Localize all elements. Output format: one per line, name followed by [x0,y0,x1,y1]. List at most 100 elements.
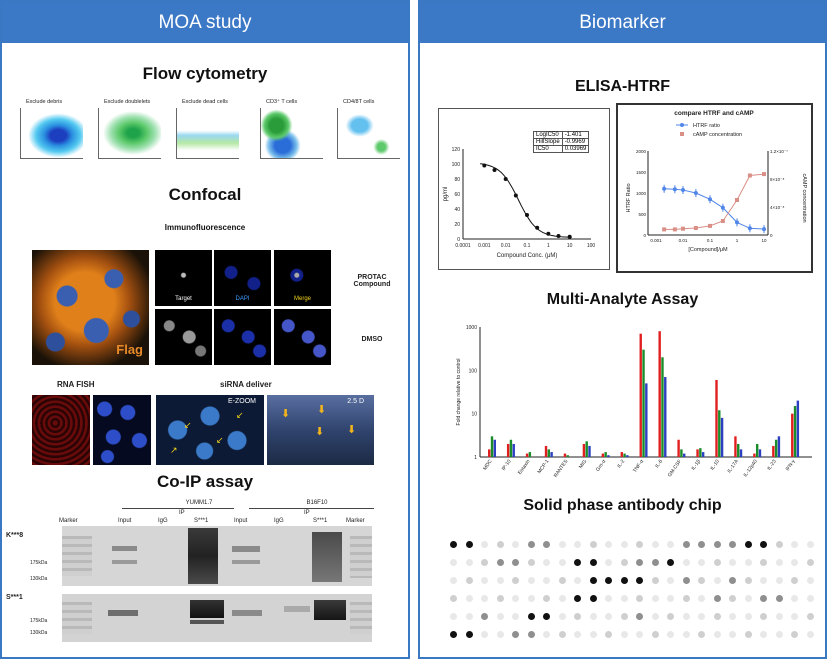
chip-spot [481,631,488,638]
chip-spot [667,577,674,584]
y-tick-label: 10 [471,412,477,418]
analyte-bar [626,455,629,457]
chip-spot [682,595,690,602]
chip-spot [667,613,674,620]
camp-point [747,173,752,178]
x-tick-label: 0.1 [524,243,531,249]
htrf-point [662,186,667,191]
chip-spot [806,577,814,584]
chip-spot [574,541,581,548]
chip-spot [760,541,767,548]
flow-plot [98,108,161,159]
chip-spot [760,559,767,566]
analyte-bar [588,445,591,457]
biomarker-panel: Biomarker ELISA-HTRF 120 100 80 60 40 20 0 0.00… [418,0,827,659]
ic50-table: LogIC50 -1.401 HillSlope -0.9969 IC50 0.039… [533,131,590,153]
analyte-bar [604,452,607,457]
down-arrow-icon: ⬇ [315,426,325,438]
chip-spot [605,613,612,620]
chip-spot [558,595,566,602]
htrf-point [693,191,698,195]
analyte-bar [753,453,756,457]
b16-label: B16F10 [306,500,328,506]
ezoom-label: E-ZOOM [228,398,256,405]
analyte-label: Gro-α [595,459,607,473]
htrf-point [672,187,677,192]
chip-spot [620,577,628,584]
chip-spot [496,595,504,602]
chip-spot [496,541,504,548]
analyte-bar [793,406,797,457]
chip-spot [636,595,643,602]
analyte-label: IL-12p40 [743,459,759,479]
y-tick-label: 120 [452,147,461,153]
chip-spot [620,559,628,566]
chip-spot [744,559,752,566]
multi-analyte-title: Multi-Analyte Assay [546,291,699,308]
analyte-label: GM-CSF [667,459,683,479]
chip-spot [558,577,566,584]
chip-spot [729,541,736,548]
analyte-bar [607,455,610,457]
analyte-bar [715,379,718,457]
y-tick-label: 0 [643,233,646,238]
chip-spot [729,577,736,584]
view-2-5d-label: 2.5 D [347,398,364,405]
analyte-bar [755,443,759,457]
chip-spot [574,559,581,566]
analyte-bar [796,400,800,457]
analyte-label: IL-2 [616,459,626,470]
chip-spot [713,595,721,602]
chip-spot [744,577,752,584]
x-tick-label: 1 [547,243,550,249]
view-2-5d-image: 2.5 D ⬇ ⬇ ⬇ ⬇ [267,395,374,465]
rna-fish-label: RNA FISH [57,380,95,389]
htrf-point [708,197,712,202]
chip-spot [620,541,628,548]
analyte-bar [791,413,794,457]
ip-label-2: IP [304,510,310,516]
chip-spot [636,577,643,584]
analyte-bar [680,449,683,457]
y-tick-label: 1000 [466,325,477,331]
chip-spot [775,631,783,638]
chip-spot [543,613,550,620]
coip-title: Co-IP assay [156,472,254,491]
table-cell: LogIC50 [533,131,563,139]
moa-header: MOA study [2,2,408,43]
chip-spot [450,541,457,548]
channel-label: Target [175,296,192,302]
camp-point [681,226,685,231]
s1-label: S***1 [194,518,209,524]
analyte-label: IL-1β [690,459,702,472]
chip-spot [791,631,798,638]
analyte-bar [550,452,553,457]
rna-fish-blue-image [93,395,151,465]
chip-spot [636,613,643,620]
chip-spot [651,541,659,548]
chip-spot [713,631,721,638]
protac-label: PROTAC Compound [353,274,391,288]
chip-spot [481,559,488,566]
table-cell: 0.03969 [561,145,590,153]
yumm-bracket [122,508,234,509]
analyte-label: IL-10 [709,459,721,472]
chip-spot [543,631,550,638]
s1-label-2: S***1 [313,518,328,524]
chip-spot [806,559,814,566]
chip-spot [558,541,566,548]
arrow-icon: ↙ [236,410,244,420]
analyte-label: Eotaxin [517,459,532,476]
chip-spot [605,559,612,566]
chip-spot [605,577,612,584]
chip-spot [543,541,550,548]
data-point [503,177,508,181]
y-right-axis-label: cAMP concentration [801,173,807,222]
chip-spot [698,559,705,566]
analyte-label: MCP-1 [537,459,551,475]
chart2-title: compare HTRF and cAMP [674,110,754,117]
flow-gate-label: Exclude debris [26,99,63,105]
chip-spot [713,541,721,548]
analyte-bar [512,443,515,457]
rna-fish-red-image [32,395,90,465]
